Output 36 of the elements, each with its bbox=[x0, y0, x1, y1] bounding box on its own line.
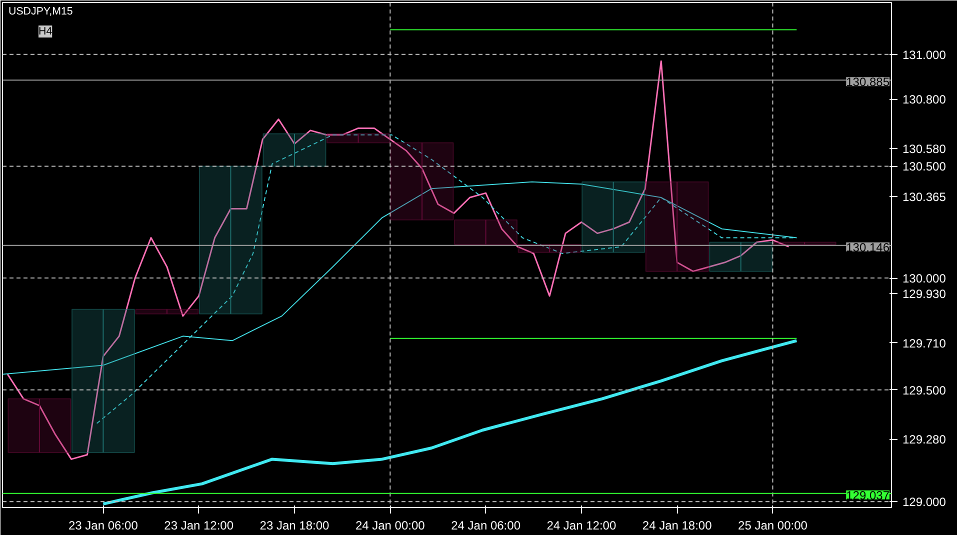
annotation: H4 bbox=[38, 26, 52, 38]
y-tick-label: 129.710 bbox=[902, 336, 946, 350]
candlestick bbox=[8, 398, 72, 453]
ref-line-label: 130.885 bbox=[846, 75, 890, 90]
y-tick-label: 129.280 bbox=[902, 432, 946, 447]
y-tick-label: 129.930 bbox=[902, 287, 946, 302]
candlestick bbox=[645, 181, 709, 272]
candlestick bbox=[262, 133, 326, 167]
y-tick-label: 130.000 bbox=[902, 272, 946, 286]
candlestick bbox=[198, 166, 262, 314]
candlestick bbox=[582, 181, 646, 253]
x-tick-label: 23 Jan 06:00 bbox=[68, 518, 138, 532]
x-tick-label: 24 Jan 18:00 bbox=[642, 518, 712, 532]
y-tick-label: 130.365 bbox=[902, 190, 946, 204]
ref-line-label: 129.037 bbox=[846, 488, 890, 502]
y-tick-label: 129.500 bbox=[902, 383, 946, 398]
y-tick-label: 130.500 bbox=[902, 160, 946, 174]
line-series bbox=[6, 60, 790, 460]
ref-line-label: 130.146 bbox=[846, 240, 890, 254]
x-tick-label: 25 Jan 00:00 bbox=[738, 518, 808, 532]
candlestick bbox=[135, 308, 199, 314]
candlestick bbox=[454, 219, 518, 245]
x-tick-label: 24 Jan 06:00 bbox=[451, 518, 521, 532]
y-tick-label: 130.800 bbox=[902, 92, 946, 107]
x-tick-label: 23 Jan 12:00 bbox=[164, 518, 234, 532]
candlestick bbox=[326, 133, 390, 144]
chart-title: USDJPY,M15 bbox=[8, 6, 73, 18]
x-tick-label: 24 Jan 00:00 bbox=[355, 518, 426, 532]
y-tick-label: 129.000 bbox=[902, 495, 946, 510]
y-tick-label: 130.580 bbox=[902, 142, 946, 156]
candlestick bbox=[390, 142, 454, 220]
candlestick bbox=[71, 308, 135, 453]
x-tick-label: 24 Jan 12:00 bbox=[546, 518, 616, 532]
candlestick bbox=[709, 242, 773, 272]
x-tick-label: 23 Jan 18:00 bbox=[260, 518, 330, 532]
y-tick-label: 131.000 bbox=[902, 48, 946, 62]
